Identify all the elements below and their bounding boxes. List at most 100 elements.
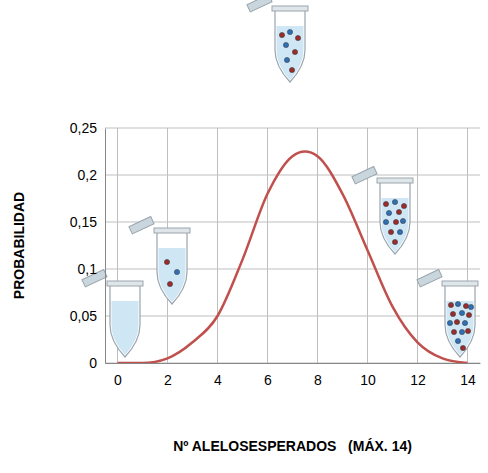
tube-cap <box>247 0 272 12</box>
tube-dot <box>466 312 471 317</box>
tick-label: 8 <box>314 372 322 388</box>
tube-icon <box>129 217 190 304</box>
tube-body <box>380 182 410 254</box>
tick: 0,05 <box>70 308 105 324</box>
tick-label: 0,05 <box>70 308 97 324</box>
tube-dot <box>460 345 465 350</box>
tube-dot <box>393 219 398 224</box>
tube-dot <box>465 328 470 333</box>
tube-dot <box>388 229 393 234</box>
chart: 0 2 4 6 8 10 12 14 0 0,05 0,1 0,15 0,2 0,25 Nº ALELOSE… <box>0 0 488 473</box>
tick: 4 <box>214 363 222 388</box>
tick-label: 4 <box>214 372 222 388</box>
tube-dot <box>455 338 460 343</box>
grid-line <box>367 128 368 363</box>
tick: 0,15 <box>70 214 105 230</box>
tick: 2 <box>164 363 172 388</box>
tube-dot <box>450 311 455 316</box>
tick-label: 0 <box>114 372 122 388</box>
tick-label: 2 <box>164 372 172 388</box>
plot-marks <box>118 152 468 364</box>
tick-label: 10 <box>360 372 376 388</box>
tube-cap <box>352 167 377 184</box>
tube-dot <box>463 303 468 308</box>
tube-dot <box>279 32 284 37</box>
tube-dot <box>287 29 292 34</box>
tube-dot <box>295 35 300 40</box>
grid-line <box>217 128 218 363</box>
tube-dot <box>383 201 388 206</box>
grid-line <box>417 128 418 363</box>
grid-line <box>105 175 480 176</box>
tick: 12 <box>410 363 426 388</box>
tick: 10 <box>360 363 376 388</box>
tube-dot <box>386 210 391 215</box>
tick: 0 <box>114 363 122 388</box>
tube-rim <box>107 281 143 286</box>
tube-dot <box>383 219 388 224</box>
y-axis: 0 0,05 0,1 0,15 0,2 0,25 <box>70 120 106 371</box>
tube-dot <box>454 319 459 324</box>
tube-dot <box>174 269 179 274</box>
tube-body <box>275 10 305 82</box>
tube-dot <box>400 218 405 223</box>
x-axis-title: Nº ALELOSESPERADOS (MÁX. 14) <box>173 438 412 454</box>
grid-line <box>317 128 318 363</box>
tube-dot <box>283 42 288 47</box>
tube-rim <box>154 228 190 233</box>
grid-line <box>105 363 480 364</box>
tick: 0,2 <box>78 167 105 183</box>
tube-dot <box>468 304 473 309</box>
tube-dot <box>459 310 464 315</box>
probability-line <box>118 152 468 364</box>
tube-dot <box>447 320 452 325</box>
tick: 0,1 <box>78 261 105 277</box>
tube-dot <box>459 329 464 334</box>
tube-dot <box>392 239 397 244</box>
tick-label: 0 <box>89 355 97 371</box>
tick: 8 <box>314 363 322 388</box>
tick-label: 14 <box>460 372 476 388</box>
tube-dot <box>401 203 406 208</box>
tube-liquid <box>159 248 186 302</box>
tube-cap <box>129 217 154 234</box>
tube-cap <box>417 270 442 287</box>
tube-dot <box>448 302 453 307</box>
tick-label: 0,15 <box>70 214 97 230</box>
tick-label: 0,2 <box>78 167 98 183</box>
tick: 0 <box>89 355 105 371</box>
tube-dot <box>167 281 172 286</box>
tube-dot <box>392 199 397 204</box>
tube-dot <box>451 329 456 334</box>
tube-icon <box>247 0 308 82</box>
tube-body <box>110 285 140 357</box>
tube-dot <box>455 301 460 306</box>
tube-dot <box>462 320 467 325</box>
x-axis: 0 2 4 6 8 10 12 14 <box>106 363 481 388</box>
tube-dot <box>164 259 169 264</box>
tick-label: 6 <box>264 372 272 388</box>
tick: 6 <box>264 363 272 388</box>
grid-line <box>267 128 268 363</box>
tube-dot <box>289 67 294 72</box>
tube-body <box>157 232 187 304</box>
axis-line <box>106 363 481 364</box>
grid <box>105 128 480 363</box>
tick-label: 12 <box>410 372 426 388</box>
grid-line <box>105 128 480 129</box>
tick-label: 0,25 <box>70 120 97 136</box>
tube-rim <box>272 6 308 11</box>
tube-rim <box>442 281 478 286</box>
grid-line <box>105 222 480 223</box>
tube-liquid <box>112 301 139 355</box>
axis-line <box>105 129 106 364</box>
tube-dot <box>396 209 401 214</box>
tube-icon <box>352 167 413 254</box>
grid-line <box>105 316 480 317</box>
y-axis-title: PROBABILIDAD <box>11 192 27 299</box>
tick: 14 <box>460 363 476 388</box>
tick: 0,25 <box>70 120 105 136</box>
tube-icon <box>417 270 478 357</box>
tube-dot <box>284 57 289 62</box>
tube-liquid <box>382 198 409 252</box>
